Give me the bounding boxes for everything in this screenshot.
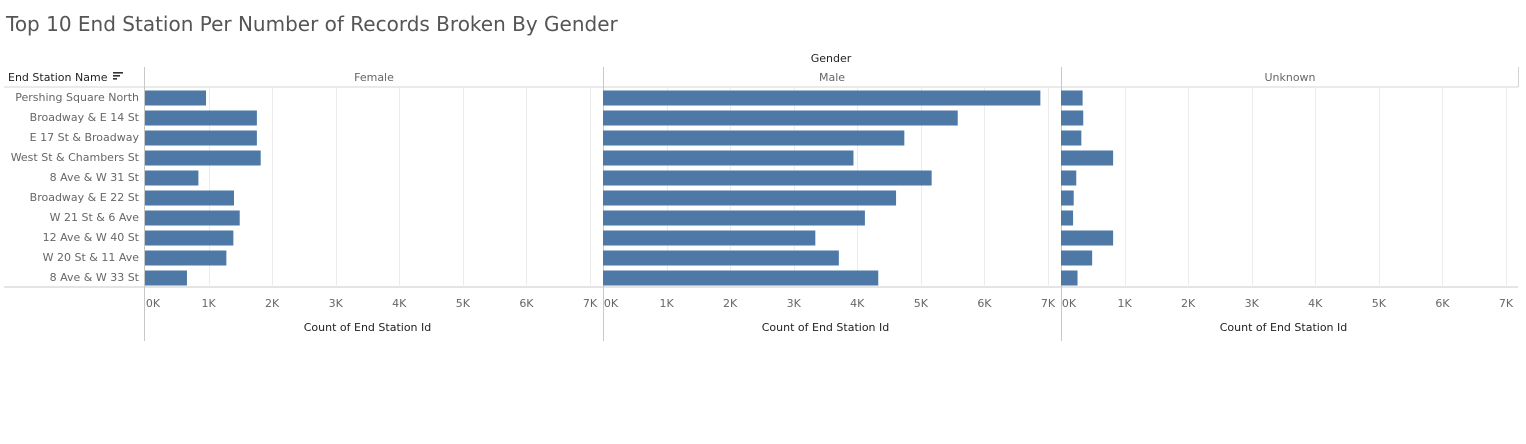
bar-male[interactable]	[603, 190, 897, 206]
bar-female[interactable]	[145, 110, 257, 126]
bar-male[interactable]	[603, 170, 932, 186]
x-tick-label: 3K	[329, 297, 344, 310]
bar-male[interactable]	[603, 270, 879, 286]
x-tick-label: 1K	[659, 297, 674, 310]
bar-female[interactable]	[145, 250, 227, 266]
category-label: 12 Ave & W 40 St	[43, 231, 140, 244]
x-tick-label: 6K	[519, 297, 534, 310]
category-label: 8 Ave & W 31 St	[50, 171, 140, 184]
x-tick-label: 0K	[1062, 297, 1077, 310]
bar-male[interactable]	[603, 210, 865, 226]
bar-female[interactable]	[145, 270, 187, 286]
category-label: W 21 St & 6 Ave	[50, 211, 140, 224]
panel-header-unknown: Unknown	[1264, 71, 1315, 84]
bar-unknown[interactable]	[1061, 230, 1114, 246]
bar-male[interactable]	[603, 250, 839, 266]
x-tick-label: 5K	[914, 297, 929, 310]
chart-title: Top 10 End Station Per Number of Records…	[6, 12, 618, 36]
bar-female[interactable]	[145, 130, 257, 146]
panel-header-female: Female	[354, 71, 394, 84]
panel-header-male: Male	[819, 71, 845, 84]
category-label: Pershing Square North	[15, 91, 139, 104]
x-tick-label: 6K	[977, 297, 992, 310]
bar-unknown[interactable]	[1061, 110, 1084, 126]
x-tick-label: 1K	[201, 297, 216, 310]
bar-unknown[interactable]	[1061, 250, 1093, 266]
x-tick-label: 2K	[1181, 297, 1196, 310]
bar-male[interactable]	[603, 90, 1041, 106]
x-tick-label: 2K	[723, 297, 738, 310]
x-tick-label: 4K	[392, 297, 407, 310]
bar-unknown[interactable]	[1061, 90, 1083, 106]
category-label: W 20 St & 11 Ave	[43, 251, 140, 264]
x-axis-title: Count of End Station Id	[304, 321, 432, 334]
bar-female[interactable]	[145, 150, 261, 166]
bar-unknown[interactable]	[1061, 170, 1077, 186]
bar-female[interactable]	[145, 90, 207, 106]
column-header-gender: Gender	[811, 52, 852, 65]
bar-unknown[interactable]	[1061, 190, 1074, 206]
x-tick-label: 6K	[1435, 297, 1450, 310]
sort-icon[interactable]	[113, 72, 123, 80]
x-tick-label: 4K	[1308, 297, 1323, 310]
x-tick-label: 4K	[850, 297, 865, 310]
x-tick-label: 3K	[787, 297, 802, 310]
bar-unknown[interactable]	[1061, 150, 1114, 166]
category-label: 8 Ave & W 33 St	[50, 271, 140, 284]
category-label: West St & Chambers St	[11, 151, 140, 164]
bar-male[interactable]	[603, 150, 854, 166]
bar-male[interactable]	[603, 230, 816, 246]
x-tick-label: 5K	[1372, 297, 1387, 310]
bar-female[interactable]	[145, 230, 234, 246]
bar-female[interactable]	[145, 210, 240, 226]
x-axis-title: Count of End Station Id	[762, 321, 890, 334]
x-tick-label: 5K	[456, 297, 471, 310]
x-tick-label: 7K	[1041, 297, 1056, 310]
bar-male[interactable]	[603, 130, 905, 146]
x-tick-label: 7K	[1499, 297, 1514, 310]
bar-female[interactable]	[145, 190, 234, 206]
category-label: Broadway & E 14 St	[30, 111, 140, 124]
x-axis-title: Count of End Station Id	[1220, 321, 1348, 334]
bar-unknown[interactable]	[1061, 130, 1082, 146]
x-tick-label: 3K	[1245, 297, 1260, 310]
row-header-end-station-name: End Station Name	[8, 71, 108, 84]
bar-male[interactable]	[603, 110, 958, 126]
x-tick-label: 2K	[265, 297, 280, 310]
x-tick-label: 7K	[583, 297, 598, 310]
bar-unknown[interactable]	[1061, 270, 1078, 286]
bar-unknown[interactable]	[1061, 210, 1074, 226]
bar-female[interactable]	[145, 170, 199, 186]
category-label: E 17 St & Broadway	[30, 131, 140, 144]
x-tick-label: 1K	[1117, 297, 1132, 310]
x-tick-label: 0K	[604, 297, 619, 310]
x-tick-label: 0K	[146, 297, 161, 310]
category-label: Broadway & E 22 St	[30, 191, 140, 204]
